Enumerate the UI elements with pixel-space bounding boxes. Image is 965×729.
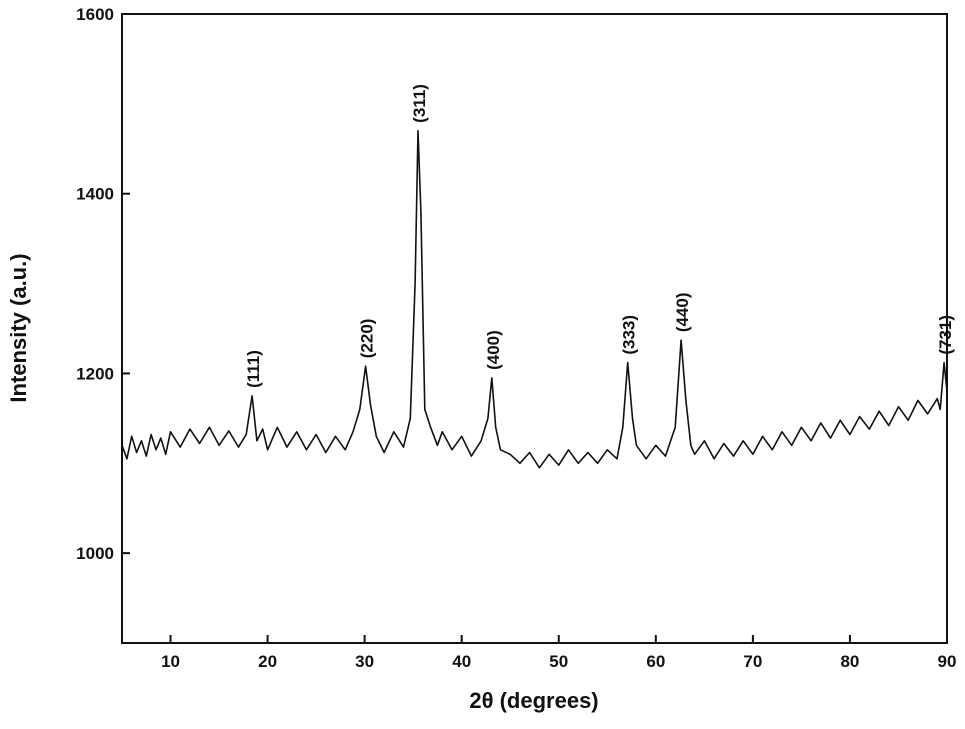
peak-label: (311): [410, 84, 429, 123]
peak-label: (731): [936, 315, 955, 355]
x-tick-label: 90: [938, 652, 957, 671]
x-tick-label: 50: [549, 652, 568, 671]
x-tick-label: 60: [646, 652, 665, 671]
xrd-line: [121, 130, 948, 469]
plot-frame: [121, 13, 948, 644]
x-tick-label: 70: [743, 652, 762, 671]
y-tick-label: 1600: [76, 5, 114, 24]
x-tick-label: 10: [161, 652, 180, 671]
x-tick-label: 30: [355, 652, 374, 671]
x-tick-label: 40: [452, 652, 471, 671]
y-tick-label: 1400: [76, 185, 114, 204]
y-tick-label: 1200: [76, 364, 114, 383]
x-tick-label: 80: [840, 652, 859, 671]
peak-label: (220): [358, 319, 377, 359]
peak-label: (111): [244, 350, 263, 388]
peak-label: (440): [673, 292, 692, 332]
y-axis-label: Intensity (a.u.): [6, 253, 31, 402]
x-axis-label: 2θ (degrees): [469, 688, 598, 713]
peak-label: (400): [484, 330, 503, 370]
peak-label: (333): [620, 315, 639, 355]
y-tick-label: 1000: [76, 544, 114, 563]
x-tick-label: 20: [258, 652, 277, 671]
